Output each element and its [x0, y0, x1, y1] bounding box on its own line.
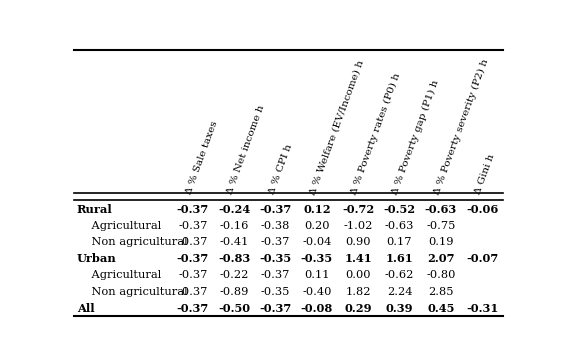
- Text: 1.82: 1.82: [346, 287, 371, 297]
- Text: 1.41: 1.41: [344, 253, 372, 264]
- Text: -0.06: -0.06: [466, 204, 498, 215]
- Text: -0.75: -0.75: [426, 221, 456, 231]
- Text: -0.38: -0.38: [261, 221, 290, 231]
- Text: Agricultural: Agricultural: [77, 221, 161, 231]
- Text: -0.22: -0.22: [219, 270, 249, 280]
- Text: Δ % Welfare (EV/Income) h: Δ % Welfare (EV/Income) h: [309, 59, 366, 196]
- Text: -0.24: -0.24: [218, 204, 250, 215]
- Text: -0.89: -0.89: [219, 287, 249, 297]
- Text: 0.12: 0.12: [303, 204, 330, 215]
- Text: -0.37: -0.37: [261, 270, 290, 280]
- Text: -0.63: -0.63: [425, 204, 457, 215]
- Text: -0.37: -0.37: [177, 303, 209, 314]
- Text: -0.37: -0.37: [178, 270, 208, 280]
- Text: -0.35: -0.35: [261, 287, 290, 297]
- Text: Urban: Urban: [77, 253, 116, 264]
- Text: -0.37: -0.37: [259, 204, 292, 215]
- Text: -0.63: -0.63: [385, 221, 414, 231]
- Text: 0.00: 0.00: [346, 270, 371, 280]
- Text: -0.83: -0.83: [218, 253, 250, 264]
- Text: -0.50: -0.50: [218, 303, 250, 314]
- Text: Δ % Net income h: Δ % Net income h: [226, 104, 266, 196]
- Text: Non agricultural: Non agricultural: [77, 287, 187, 297]
- Text: -0.37: -0.37: [178, 237, 208, 247]
- Text: 0.45: 0.45: [427, 303, 454, 314]
- Text: 2.24: 2.24: [387, 287, 412, 297]
- Text: -0.37: -0.37: [259, 303, 292, 314]
- Text: Δ % Poverty gap (P1) h: Δ % Poverty gap (P1) h: [391, 79, 441, 196]
- Text: -0.35: -0.35: [301, 253, 333, 264]
- Text: 0.19: 0.19: [428, 237, 453, 247]
- Text: 2.07: 2.07: [427, 253, 454, 264]
- Text: -0.04: -0.04: [302, 237, 332, 247]
- Text: Δ % Sale taxes: Δ % Sale taxes: [185, 120, 219, 196]
- Text: -1.02: -1.02: [343, 221, 373, 231]
- Text: Δ Gini h: Δ Gini h: [473, 153, 496, 196]
- Text: -0.62: -0.62: [385, 270, 414, 280]
- Text: 1.61: 1.61: [385, 253, 413, 264]
- Text: -0.16: -0.16: [219, 221, 249, 231]
- Text: Δ % Poverty severity (P2) h: Δ % Poverty severity (P2) h: [432, 58, 490, 196]
- Text: -0.37: -0.37: [177, 204, 209, 215]
- Text: 0.17: 0.17: [387, 237, 412, 247]
- Text: 0.11: 0.11: [304, 270, 330, 280]
- Text: -0.72: -0.72: [342, 204, 374, 215]
- Text: -0.31: -0.31: [466, 303, 498, 314]
- Text: -0.40: -0.40: [302, 287, 332, 297]
- Text: 0.90: 0.90: [346, 237, 371, 247]
- Text: -0.41: -0.41: [219, 237, 249, 247]
- Text: -0.37: -0.37: [178, 221, 208, 231]
- Text: -0.52: -0.52: [383, 204, 416, 215]
- Text: -0.07: -0.07: [466, 253, 498, 264]
- Text: -0.37: -0.37: [178, 287, 208, 297]
- Text: -0.35: -0.35: [260, 253, 292, 264]
- Text: Non agricultural: Non agricultural: [77, 237, 187, 247]
- Text: -0.08: -0.08: [301, 303, 333, 314]
- Text: All: All: [77, 303, 94, 314]
- Text: 2.85: 2.85: [428, 287, 453, 297]
- Text: 0.20: 0.20: [304, 221, 330, 231]
- Text: -0.37: -0.37: [177, 253, 209, 264]
- Text: -0.80: -0.80: [426, 270, 456, 280]
- Text: Δ % Poverty rates (P0) h: Δ % Poverty rates (P0) h: [350, 72, 402, 196]
- Text: Agricultural: Agricultural: [77, 270, 161, 280]
- Text: -0.37: -0.37: [261, 237, 290, 247]
- Text: Rural: Rural: [77, 204, 112, 215]
- Text: 0.29: 0.29: [344, 303, 372, 314]
- Text: Δ % CPI h: Δ % CPI h: [267, 143, 293, 196]
- Text: 0.39: 0.39: [386, 303, 413, 314]
